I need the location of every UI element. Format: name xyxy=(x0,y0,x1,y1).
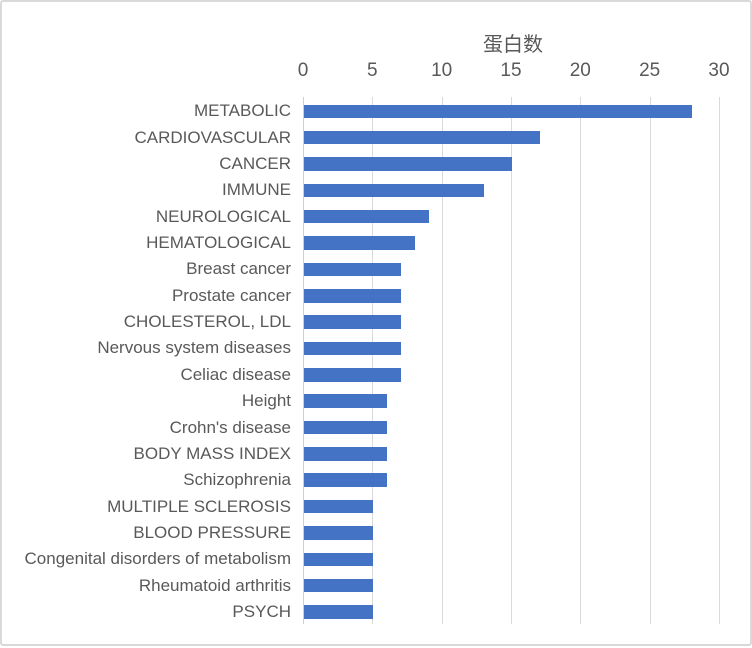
category-label: NEUROLOGICAL xyxy=(155,206,291,226)
bar xyxy=(304,104,693,118)
bar xyxy=(304,341,402,356)
bar xyxy=(304,130,540,145)
x-axis-tick-label: 20 xyxy=(569,60,591,81)
category-label: BLOOD PRESSURE xyxy=(133,522,291,542)
x-axis-tick-label: 25 xyxy=(639,60,661,81)
bar xyxy=(304,526,374,540)
category-label: Schizophrenia xyxy=(183,470,291,490)
bar xyxy=(304,499,374,514)
bar xyxy=(304,447,388,461)
bar xyxy=(304,368,402,382)
gridline xyxy=(719,97,720,624)
category-label: Prostate cancer xyxy=(171,285,291,305)
category-label: MULTIPLE SCLEROSIS xyxy=(107,496,291,516)
bar xyxy=(304,209,429,224)
x-axis-tick-label: 0 xyxy=(297,60,309,81)
bar xyxy=(304,262,402,277)
gridline xyxy=(649,97,651,624)
category-label: Congenital disorders of metabolism xyxy=(24,549,291,569)
bar xyxy=(304,183,485,198)
category-label: CHOLESTEROL, LDL xyxy=(123,312,291,332)
category-label: PSYCH xyxy=(232,601,291,621)
bar xyxy=(304,473,388,487)
category-label: METABOLIC xyxy=(194,101,291,121)
bar xyxy=(304,157,512,171)
bar xyxy=(304,552,374,566)
category-label: Celiac disease xyxy=(180,364,291,384)
bar xyxy=(304,315,402,329)
bar xyxy=(304,289,402,303)
bar xyxy=(304,394,388,408)
x-axis-tick-label: 15 xyxy=(500,60,522,81)
category-label: CARDIOVASCULAR xyxy=(134,127,292,147)
category-label: Breast cancer xyxy=(186,259,291,279)
category-axis-line xyxy=(303,97,304,624)
bar xyxy=(304,605,374,619)
bar xyxy=(304,578,374,593)
category-label: CANCER xyxy=(219,153,291,173)
x-axis-tick-label: 5 xyxy=(367,60,378,81)
x-axis-tick-label: 10 xyxy=(431,60,453,81)
category-label: Nervous system diseases xyxy=(97,338,291,358)
chart-title: 蛋白数 xyxy=(483,34,543,56)
gridline xyxy=(511,97,512,624)
bar xyxy=(304,236,415,250)
gridline xyxy=(441,97,443,624)
gridline xyxy=(372,97,374,624)
category-label: BODY MASS INDEX xyxy=(133,443,291,463)
category-label: IMMUNE xyxy=(222,180,291,200)
category-label: HEMATOLOGICAL xyxy=(146,233,291,252)
category-label: Crohn's disease xyxy=(169,417,291,437)
x-axis-tick-label: 30 xyxy=(708,60,730,81)
gridline xyxy=(580,97,582,624)
bar xyxy=(304,420,388,435)
category-label: Rheumatoid arthritis xyxy=(138,575,291,595)
category-label: Height xyxy=(241,391,291,411)
